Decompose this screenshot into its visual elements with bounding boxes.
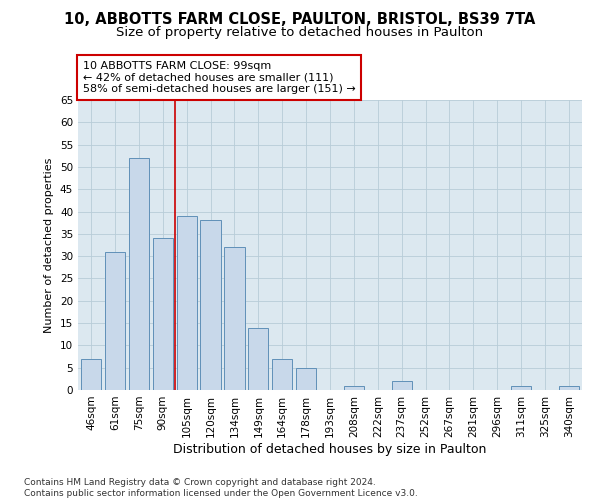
X-axis label: Distribution of detached houses by size in Paulton: Distribution of detached houses by size …	[173, 442, 487, 456]
Bar	[272, 359, 292, 390]
Bar	[296, 368, 316, 390]
Bar	[176, 216, 197, 390]
Y-axis label: Number of detached properties: Number of detached properties	[44, 158, 55, 332]
Bar	[511, 386, 531, 390]
Bar	[224, 247, 245, 390]
Bar	[344, 386, 364, 390]
Bar	[559, 386, 579, 390]
Bar	[152, 238, 173, 390]
Bar	[392, 381, 412, 390]
Bar	[200, 220, 221, 390]
Text: Size of property relative to detached houses in Paulton: Size of property relative to detached ho…	[116, 26, 484, 39]
Bar	[105, 252, 125, 390]
Bar	[129, 158, 149, 390]
Text: 10 ABBOTTS FARM CLOSE: 99sqm
← 42% of detached houses are smaller (111)
58% of s: 10 ABBOTTS FARM CLOSE: 99sqm ← 42% of de…	[83, 61, 356, 94]
Text: 10, ABBOTTS FARM CLOSE, PAULTON, BRISTOL, BS39 7TA: 10, ABBOTTS FARM CLOSE, PAULTON, BRISTOL…	[64, 12, 536, 28]
Text: Contains HM Land Registry data © Crown copyright and database right 2024.
Contai: Contains HM Land Registry data © Crown c…	[24, 478, 418, 498]
Bar	[81, 359, 101, 390]
Bar	[248, 328, 268, 390]
